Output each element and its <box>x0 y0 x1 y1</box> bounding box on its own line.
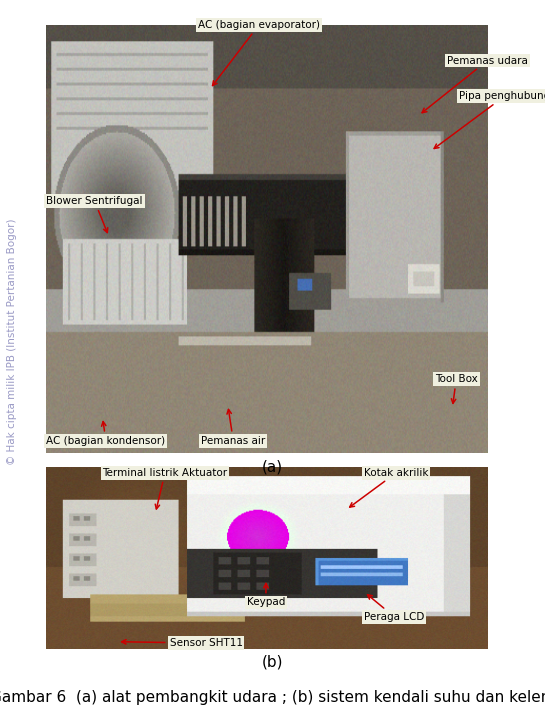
Text: Gambar 6  (a) alat pembangkit udara ; (b) sistem kendali suhu dan kelem: Gambar 6 (a) alat pembangkit udara ; (b)… <box>0 689 545 705</box>
Text: AC (bagian evaporator): AC (bagian evaporator) <box>198 20 320 86</box>
Text: (b): (b) <box>262 655 283 670</box>
Text: Tool Box: Tool Box <box>435 374 477 404</box>
Text: AC (bagian kondensor): AC (bagian kondensor) <box>46 421 166 446</box>
Text: Pipa penghubung: Pipa penghubung <box>434 91 545 148</box>
Text: Sensor SHT11: Sensor SHT11 <box>122 638 243 648</box>
Text: Peraga LCD: Peraga LCD <box>364 595 425 622</box>
Text: (a): (a) <box>262 460 283 475</box>
Text: © Hak cipta milik IPB (Institut Pertanian Bogor): © Hak cipta milik IPB (Institut Pertania… <box>7 219 17 466</box>
Text: Pemanas udara: Pemanas udara <box>422 56 528 113</box>
Text: Blower Sentrifugal: Blower Sentrifugal <box>46 196 143 232</box>
Text: Terminal listrik Aktuator: Terminal listrik Aktuator <box>102 468 228 509</box>
Text: Pemanas air: Pemanas air <box>201 409 265 446</box>
Text: Keypad: Keypad <box>247 583 285 607</box>
Text: Kotak akrilik: Kotak akrilik <box>350 468 428 507</box>
